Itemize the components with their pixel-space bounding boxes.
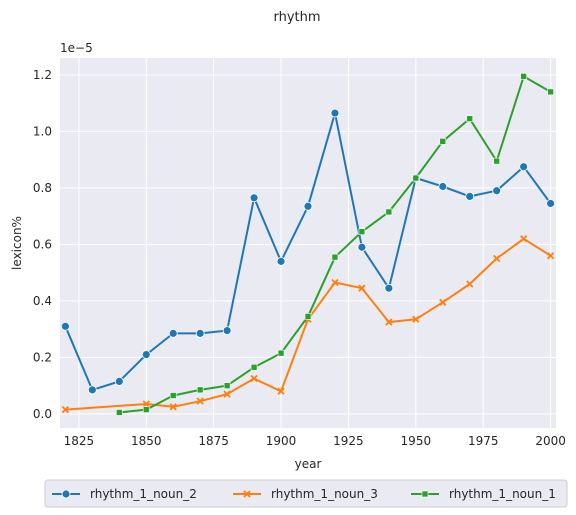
legend-item: rhythm_1_noun_2 bbox=[52, 487, 197, 501]
series-rhythm_1_noun_1 bbox=[116, 73, 554, 416]
data-point bbox=[60, 321, 70, 331]
data-point bbox=[249, 193, 259, 203]
y-tick-label: 0.4 bbox=[33, 294, 52, 308]
data-point bbox=[519, 162, 529, 172]
data-point bbox=[384, 283, 394, 293]
data-point bbox=[331, 253, 339, 261]
data-point bbox=[547, 88, 554, 96]
data-point bbox=[466, 280, 474, 288]
data-point bbox=[114, 376, 124, 386]
legend-marker bbox=[243, 490, 251, 498]
data-point bbox=[331, 278, 339, 287]
data-point bbox=[142, 406, 150, 413]
grid bbox=[60, 58, 556, 428]
data-point bbox=[303, 201, 313, 211]
data-point bbox=[357, 242, 367, 252]
data-point bbox=[196, 386, 204, 394]
data-point bbox=[520, 235, 528, 243]
x-tick-label: 1850 bbox=[131, 434, 162, 448]
data-point bbox=[142, 400, 150, 408]
x-axis: 1825 1850 1875 1900 1925 1950 1975 2000 bbox=[64, 434, 566, 448]
legend: rhythm_1_noun_2 rhythm_1_noun_3 rhythm_1_n… bbox=[44, 479, 568, 508]
data-point bbox=[250, 363, 258, 371]
data-point bbox=[87, 385, 97, 395]
y-tick-label: 0.2 bbox=[33, 350, 52, 364]
x-tick-label: 1975 bbox=[468, 434, 499, 448]
data-point bbox=[385, 318, 393, 326]
legend-item: rhythm_1_noun_1 bbox=[411, 487, 556, 501]
legend-item: rhythm_1_noun_3 bbox=[233, 487, 378, 501]
data-point bbox=[195, 328, 205, 338]
data-point bbox=[169, 403, 177, 411]
y-tick-label: 0.6 bbox=[33, 237, 52, 251]
data-point bbox=[492, 186, 502, 196]
data-point bbox=[277, 387, 285, 395]
x-tick-label: 2000 bbox=[535, 434, 566, 448]
data-point bbox=[116, 409, 123, 416]
data-point bbox=[330, 108, 340, 118]
data-point bbox=[168, 328, 178, 338]
x-tick-label: 1875 bbox=[198, 434, 229, 448]
data-point bbox=[493, 157, 500, 165]
series-rhythm_1_noun_3 bbox=[61, 235, 555, 414]
y-tick-label: 1.2 bbox=[33, 68, 52, 82]
data-point bbox=[439, 138, 447, 145]
data-point bbox=[250, 374, 258, 383]
legend-marker bbox=[421, 490, 429, 498]
data-point bbox=[358, 228, 366, 236]
series-layer bbox=[60, 73, 556, 416]
plot-area bbox=[60, 58, 556, 428]
legend-label: rhythm_1_noun_3 bbox=[271, 487, 378, 501]
data-point bbox=[412, 315, 420, 323]
data-point bbox=[546, 252, 555, 260]
x-tick-label: 1925 bbox=[333, 434, 364, 448]
legend-label: rhythm_1_noun_1 bbox=[449, 487, 556, 501]
chart-title: rhythm bbox=[273, 10, 320, 25]
data-point bbox=[520, 73, 527, 80]
data-point bbox=[61, 406, 70, 414]
y-axis-label: lexicon% bbox=[10, 216, 24, 270]
data-point bbox=[196, 397, 204, 405]
data-point bbox=[466, 115, 474, 123]
legend-marker bbox=[61, 489, 71, 499]
y-axis: 0.0 0.2 0.4 0.6 0.8 1.0 1.2 bbox=[33, 68, 52, 421]
x-tick-label: 1825 bbox=[64, 434, 95, 448]
legend-label: rhythm_1_noun_2 bbox=[90, 487, 197, 501]
data-point bbox=[439, 298, 447, 306]
data-point bbox=[223, 390, 231, 398]
data-point bbox=[277, 349, 285, 357]
series-rhythm_1_noun_2 bbox=[60, 108, 556, 395]
data-point bbox=[276, 256, 286, 266]
legend-box bbox=[44, 479, 568, 508]
data-point bbox=[304, 313, 312, 320]
data-point bbox=[438, 182, 448, 191]
data-point bbox=[385, 208, 393, 216]
y-scale-label: 1e−5 bbox=[60, 41, 93, 55]
x-tick-label: 1950 bbox=[401, 434, 432, 448]
data-point bbox=[223, 382, 231, 389]
data-point bbox=[222, 326, 232, 335]
data-point bbox=[465, 191, 475, 201]
x-axis-label: year bbox=[295, 457, 322, 471]
y-tick-label: 1.0 bbox=[33, 124, 52, 138]
legend-items: rhythm_1_noun_2 rhythm_1_noun_3 rhythm_1_n… bbox=[52, 487, 556, 501]
data-point bbox=[412, 174, 420, 182]
data-point bbox=[358, 284, 366, 292]
data-point bbox=[493, 254, 501, 263]
x-tick-label: 1900 bbox=[266, 434, 297, 448]
y-tick-label: 0.8 bbox=[33, 181, 52, 195]
data-point bbox=[546, 199, 556, 208]
y-tick-label: 0.0 bbox=[33, 407, 52, 421]
data-point bbox=[141, 350, 151, 359]
data-point bbox=[169, 392, 177, 399]
